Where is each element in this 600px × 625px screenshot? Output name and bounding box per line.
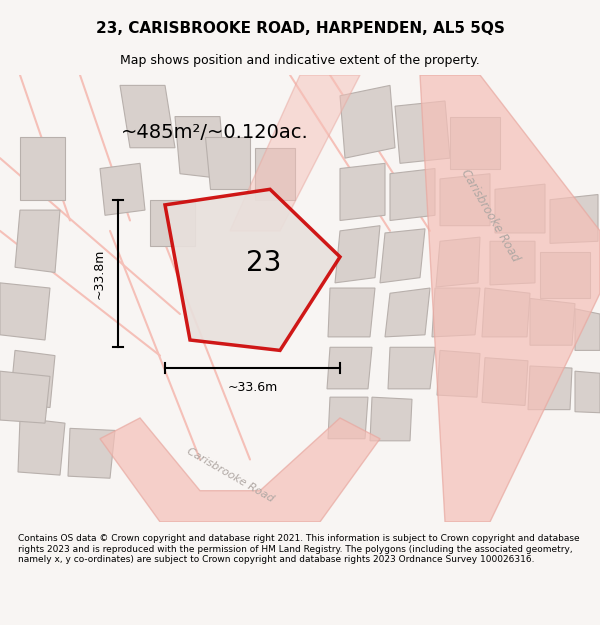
Polygon shape — [482, 357, 528, 406]
Polygon shape — [482, 288, 530, 337]
Polygon shape — [395, 101, 450, 163]
Polygon shape — [495, 184, 545, 233]
Polygon shape — [340, 163, 385, 221]
Text: Contains OS data © Crown copyright and database right 2021. This information is : Contains OS data © Crown copyright and d… — [18, 534, 580, 564]
Polygon shape — [175, 117, 225, 179]
Polygon shape — [390, 169, 435, 221]
Text: Carisbrooke Road: Carisbrooke Road — [458, 167, 522, 264]
Polygon shape — [575, 309, 600, 351]
Text: ~33.8m: ~33.8m — [93, 248, 106, 299]
Text: Map shows position and indicative extent of the property.: Map shows position and indicative extent… — [120, 54, 480, 67]
Polygon shape — [165, 189, 340, 351]
Polygon shape — [540, 252, 590, 298]
Polygon shape — [100, 418, 380, 522]
Polygon shape — [10, 351, 55, 408]
Polygon shape — [0, 283, 50, 340]
Polygon shape — [327, 348, 372, 389]
Text: ~485m²/~0.120ac.: ~485m²/~0.120ac. — [121, 122, 309, 142]
Polygon shape — [420, 75, 600, 522]
Text: Carisbrooke Road: Carisbrooke Road — [185, 446, 275, 504]
Polygon shape — [328, 288, 375, 337]
Polygon shape — [15, 210, 60, 272]
Polygon shape — [328, 397, 368, 439]
Text: 23, CARISBROOKE ROAD, HARPENDEN, AL5 5QS: 23, CARISBROOKE ROAD, HARPENDEN, AL5 5QS — [95, 21, 505, 36]
Polygon shape — [380, 229, 425, 283]
Text: ~33.6m: ~33.6m — [227, 381, 278, 394]
Polygon shape — [150, 200, 195, 246]
Polygon shape — [120, 86, 175, 148]
Polygon shape — [385, 288, 430, 337]
Polygon shape — [550, 194, 598, 243]
Polygon shape — [340, 86, 395, 158]
Polygon shape — [436, 237, 480, 287]
Polygon shape — [205, 138, 250, 189]
Polygon shape — [530, 298, 575, 345]
Polygon shape — [255, 148, 295, 200]
Polygon shape — [432, 288, 480, 337]
Text: 23: 23 — [247, 249, 281, 277]
Polygon shape — [490, 241, 535, 285]
Polygon shape — [335, 226, 380, 283]
Polygon shape — [20, 138, 65, 200]
Polygon shape — [370, 397, 412, 441]
Polygon shape — [450, 117, 500, 169]
Polygon shape — [68, 428, 115, 478]
Polygon shape — [528, 366, 572, 409]
Polygon shape — [230, 75, 360, 231]
Polygon shape — [440, 174, 490, 226]
Polygon shape — [437, 351, 480, 397]
Polygon shape — [575, 371, 600, 413]
Polygon shape — [100, 163, 145, 215]
Polygon shape — [0, 371, 50, 423]
Polygon shape — [18, 418, 65, 475]
Polygon shape — [388, 348, 435, 389]
